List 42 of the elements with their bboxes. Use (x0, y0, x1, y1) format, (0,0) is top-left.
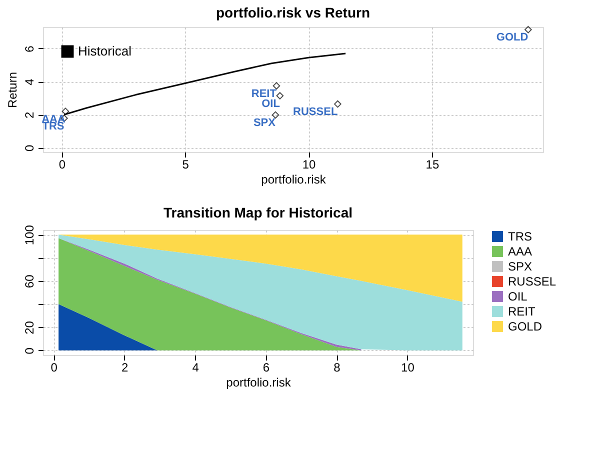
annotation: RUSSEL (293, 106, 338, 118)
legend-label: RUSSEL (508, 274, 556, 288)
point (524, 26, 532, 34)
y-tick-label: 6 (22, 45, 36, 52)
x-tick-label: 10 (302, 158, 316, 172)
y-tick-label: 100 (22, 224, 36, 246)
legend-label: OIL (508, 290, 528, 304)
point (272, 111, 280, 119)
chart-title: portfolio.risk vs Return (216, 4, 370, 20)
y-axis-title: Return (6, 72, 20, 108)
y-tick-label: 20 (22, 320, 36, 334)
x-tick-label: 10 (401, 360, 415, 374)
legend-label: TRS (508, 230, 532, 244)
chart-title: Transition Map for Historical (163, 204, 353, 221)
y-tick-label: 60 (22, 274, 36, 288)
y-tick-label: 0 (22, 347, 36, 354)
point (62, 108, 70, 115)
annotation: SPX (253, 116, 276, 129)
point (276, 92, 284, 100)
point (334, 100, 342, 108)
point (272, 82, 280, 90)
legend-label: Historical (78, 44, 132, 58)
x-tick-label: 15 (426, 158, 440, 172)
y-tick-label: 0 (22, 144, 36, 152)
x-axis-title: portfolio.risk (261, 172, 327, 186)
x-tick-label: 0 (58, 158, 66, 172)
x-axis-title: portfolio.risk (226, 376, 292, 390)
annotation: GOLD (496, 32, 528, 44)
x-tick-label: 6 (262, 360, 270, 374)
x-tick-label: 8 (334, 360, 341, 374)
x-tick-label: 2 (121, 360, 128, 374)
legend-label: AAA (508, 244, 532, 258)
x-tick-label: 4 (192, 360, 200, 374)
y-tick-label: 2 (22, 111, 36, 118)
annotation: OIL (262, 98, 280, 110)
x-tick-label: 5 (182, 158, 190, 172)
legend-label: GOLD (508, 320, 542, 334)
legend-label: SPX (508, 260, 532, 274)
annotation: REIT (251, 88, 277, 100)
x-tick-label: 0 (50, 360, 58, 374)
y-tick-label: 4 (22, 78, 36, 86)
legend-label: REIT (508, 304, 536, 318)
